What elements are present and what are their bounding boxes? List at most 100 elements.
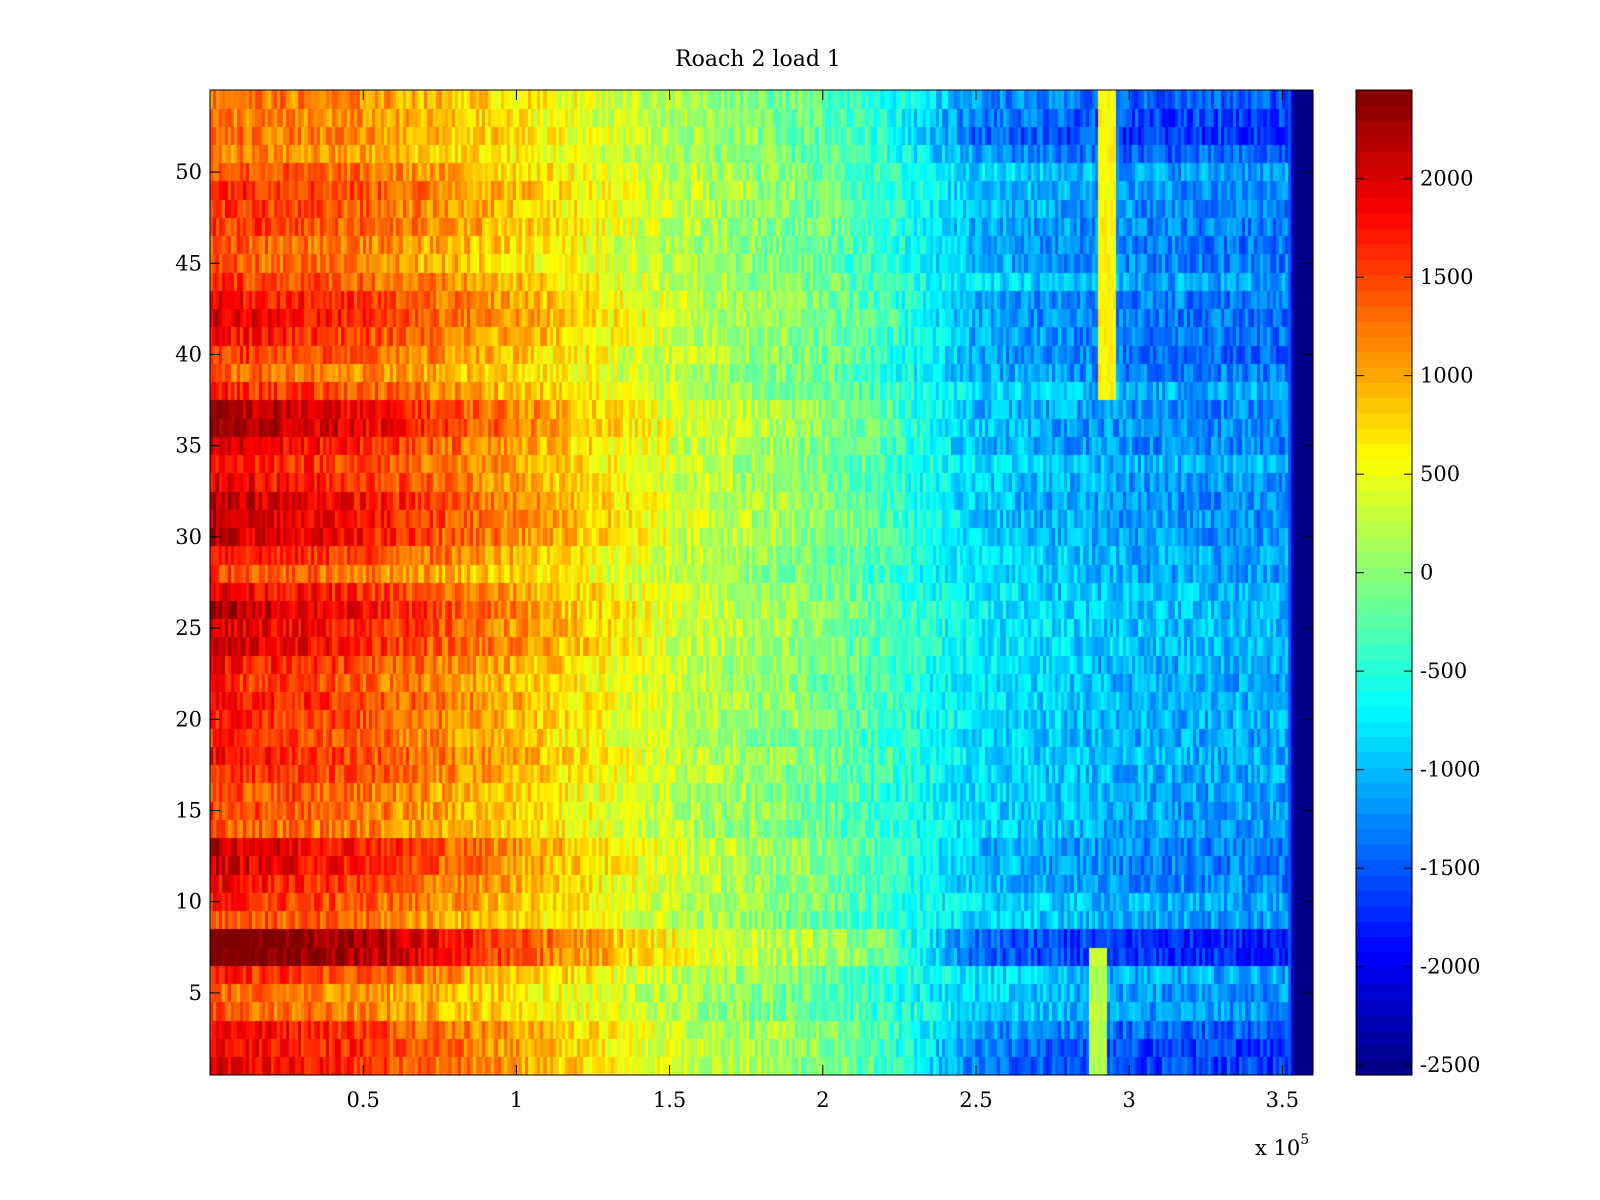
colorbar-axis: 2000 1500 1000 500 0 -500 -1000 -1500 -2000 -2500 [1356,167,1481,1077]
y-tick-label: 15 [175,799,202,823]
x-tick-label: 1 [510,1088,523,1112]
x-tick-label: 0.5 [346,1088,379,1112]
colorbar-segment [1356,751,1412,768]
colorbar-segment [1356,998,1412,1015]
colorbar-segment [1356,874,1412,891]
colorbar-segment [1356,474,1412,491]
colorbar-segment [1356,736,1412,753]
colorbar-segment [1356,213,1412,230]
y-axis: 5 10 15 20 25 30 35 40 45 50 [175,160,1313,1005]
colorbar-tick-label: -2000 [1420,955,1481,979]
y-tick-label: 20 [175,707,202,731]
y-tick-label: 50 [175,160,202,184]
colorbar-segment [1356,151,1412,168]
y-tick-label: 10 [175,890,202,914]
colorbar-tick-label: 2000 [1420,167,1473,191]
colorbar-segment [1356,336,1412,353]
colorbar-segment [1356,628,1412,645]
y-tick-label: 25 [175,616,202,640]
colorbar-segment [1356,290,1412,307]
colorbar-segment [1356,166,1412,183]
colorbar-tick-label: 500 [1420,462,1460,486]
colorbar-segment [1356,536,1412,553]
y-tick-label: 5 [189,981,202,1005]
colorbar-segment [1356,243,1412,260]
colorbar-segment [1356,982,1412,999]
colorbar-segment [1356,1013,1412,1030]
colorbar-segment [1356,443,1412,460]
colorbar-frame [1355,89,1413,1076]
x-tick-label: 2 [816,1088,829,1112]
colorbar-segment [1356,490,1412,507]
colorbar-segment [1356,505,1412,522]
y-tick-label: 40 [175,342,202,366]
colorbar-segment [1356,520,1412,537]
colorbar-segment [1356,967,1412,984]
colorbar-segment [1356,905,1412,922]
colorbar-segment [1356,782,1412,799]
chart-title: Roach 2 load 1 [675,47,841,72]
colorbar-segment [1356,921,1412,938]
y-tick-label: 30 [175,525,202,549]
colorbar-segment [1356,828,1412,845]
colorbar-segment [1356,413,1412,430]
colorbar-segment [1356,797,1412,814]
x-tick-label: 1.5 [653,1088,686,1112]
colorbar-segment [1356,767,1412,784]
colorbar-segment [1356,813,1412,830]
colorbar-segment [1356,320,1412,337]
colorbar-segment [1356,705,1412,722]
colorbar [1356,90,1412,1076]
colorbar-segment [1356,197,1412,214]
colorbar-segment [1356,951,1412,968]
colorbar-segment [1356,351,1412,368]
plot-area-frame [209,89,1314,1076]
colorbar-segment [1356,582,1412,599]
colorbar-segment [1356,1059,1412,1076]
colorbar-segment [1356,844,1412,861]
colorbar-segment [1356,382,1412,399]
colorbar-tick-label: -1500 [1420,856,1481,880]
colorbar-segment [1356,551,1412,568]
colorbar-segment [1356,120,1412,137]
colorbar-segment [1356,459,1412,476]
colorbar-tick-label: 0 [1420,561,1433,585]
x-axis-multiplier-base: x 10 [1255,1136,1300,1160]
colorbar-segment [1356,136,1412,153]
colorbar-segment [1356,1044,1412,1061]
colorbar-segment [1356,659,1412,676]
x-tick-label: 3 [1122,1088,1135,1112]
colorbar-segment [1356,90,1412,106]
colorbar-tick-label: 1000 [1420,364,1473,388]
colorbar-segment [1356,305,1412,322]
colorbar-tick-label: -500 [1420,659,1467,683]
colorbar-segment [1356,182,1412,199]
colorbar-segment [1356,397,1412,414]
colorbar-segment [1356,567,1412,584]
colorbar-segment [1356,228,1412,245]
colorbar-segment [1356,367,1412,384]
colorbar-segment [1356,428,1412,445]
colorbar-segment [1356,859,1412,876]
colorbar-segment [1356,597,1412,614]
x-axis-multiplier-exponent: 5 [1300,1132,1309,1148]
colorbar-tick-label: -1000 [1420,758,1481,782]
x-axis-multiplier: x 105 [1255,1132,1309,1160]
colorbar-segment [1356,1028,1412,1045]
colorbar-segment [1356,674,1412,691]
colorbar-tick-label: 1500 [1420,265,1473,289]
x-tick-label: 3.5 [1266,1088,1299,1112]
y-tick-label: 45 [175,251,202,275]
x-axis: 0.5 1 1.5 2 2.5 3 3.5 [346,90,1299,1112]
colorbar-segment [1356,890,1412,907]
heatmap-image [210,90,1313,1075]
colorbar-segment [1356,644,1412,661]
colorbar-segment [1356,259,1412,276]
colorbar-segment [1356,690,1412,707]
colorbar-segment [1356,721,1412,738]
heatmap-raster [210,90,1313,1075]
colorbar-segment [1356,936,1412,953]
x-tick-label: 2.5 [959,1088,992,1112]
y-tick-label: 35 [175,434,202,458]
